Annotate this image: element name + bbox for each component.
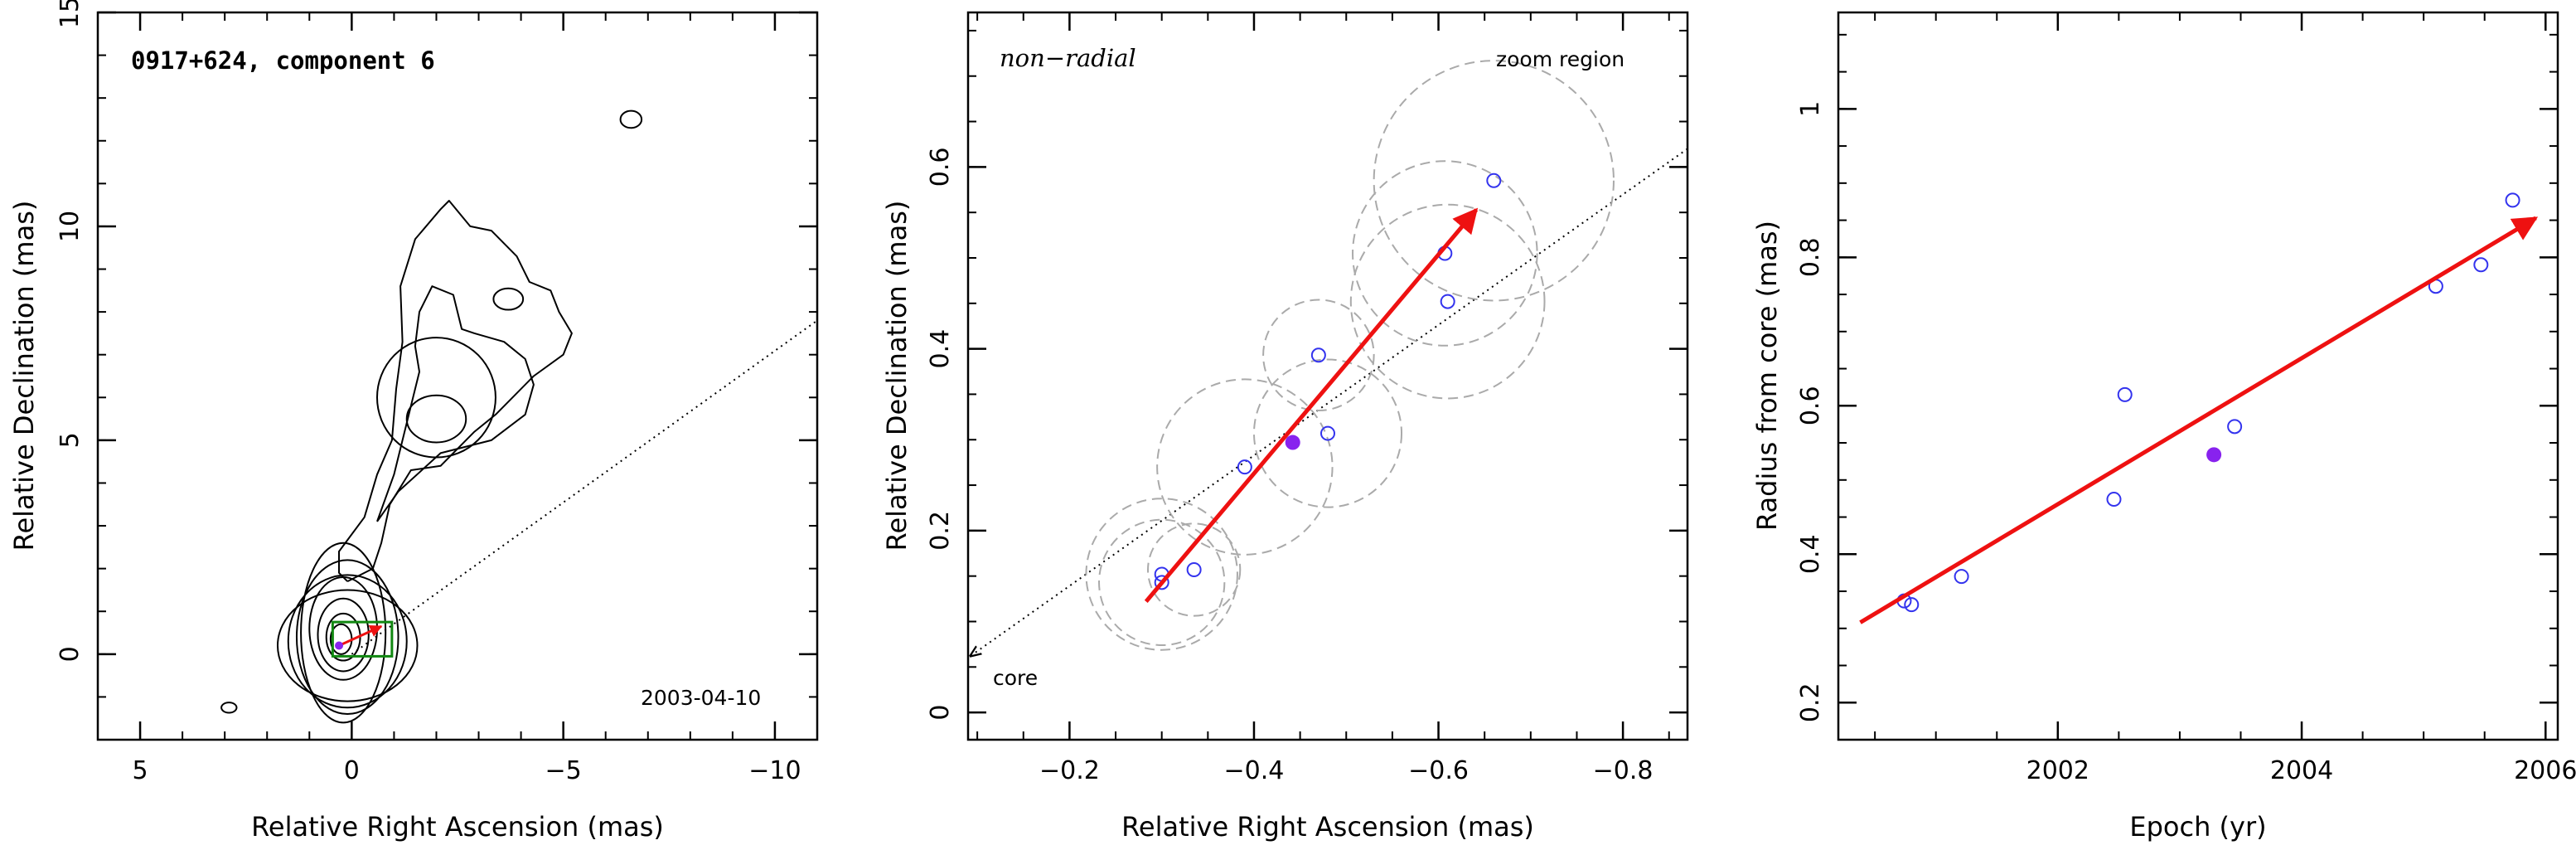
y-tick-label: 5 xyxy=(56,432,85,448)
y-tick-label: 1 xyxy=(1796,101,1825,117)
p3-arrow xyxy=(1859,216,2539,624)
y-tick-label: 0.2 xyxy=(926,511,955,551)
p2-dotted-line-path xyxy=(971,148,1688,656)
y-tick-label: 0.6 xyxy=(926,148,955,187)
x-tick-label: 5 xyxy=(133,756,148,785)
p1-core-point xyxy=(335,641,344,650)
data-point xyxy=(1320,425,1335,441)
panel-radius-vs-epoch: 2002 2004 2006 0.2 0.4 0.6 0.8 1 Epoch (yr) Rad… xyxy=(1751,11,2576,843)
p2-core-label: core xyxy=(993,666,1038,690)
highlight-point xyxy=(2206,447,2222,463)
data-point xyxy=(1154,575,1169,590)
uncertainty-circle xyxy=(1156,378,1334,556)
y-tick-label: 0 xyxy=(56,646,85,662)
zoom-box xyxy=(331,620,394,658)
uncertainty-circle xyxy=(1085,498,1238,651)
y-tick-label: 0.2 xyxy=(1796,682,1825,722)
p1-overlays xyxy=(331,319,818,658)
p3-frame xyxy=(1837,11,2559,741)
uncertainty-circle xyxy=(1262,299,1375,412)
p2-annotation: non−radial xyxy=(1000,44,1136,72)
y-tick-label: 10 xyxy=(56,211,85,242)
p2-frame xyxy=(966,11,1689,741)
y-tick-label: 0.4 xyxy=(1796,534,1825,574)
p3-ylabel: Radius from core (mas) xyxy=(1751,221,1783,531)
y-tick-label: 0.6 xyxy=(1796,386,1825,425)
p3-xlabel: Epoch (yr) xyxy=(2129,811,2266,843)
uncertainty-circle xyxy=(1252,358,1403,508)
p1-tick-labels: 5 0 −5 −10 0 5 10 15 xyxy=(56,0,801,785)
data-point xyxy=(1904,597,1920,613)
data-point xyxy=(1186,562,1202,578)
y-tick-label: 0 xyxy=(926,705,955,721)
trend-arrow xyxy=(1144,207,1479,603)
contour-outer xyxy=(376,285,535,522)
p2-circles xyxy=(1085,60,1615,651)
data-point xyxy=(2227,419,2243,435)
data-point xyxy=(1954,569,1969,585)
p1-title: 0917+624, component 6 xyxy=(131,46,435,75)
data-point xyxy=(1237,459,1252,475)
x-tick-label: 2004 xyxy=(2270,756,2333,785)
data-point xyxy=(1440,294,1455,309)
y-tick-label: 0.4 xyxy=(926,329,955,369)
data-point xyxy=(2473,257,2489,273)
p1-date-label: 2003-04-10 xyxy=(641,686,761,710)
uncertainty-circle xyxy=(1147,522,1242,617)
p2-ylabel: Relative Declination (mas) xyxy=(881,201,913,551)
trend-arrow xyxy=(1859,216,2539,624)
p2-xlabel: Relative Right Ascension (mas) xyxy=(1121,811,1534,843)
x-tick-label: −10 xyxy=(748,756,801,785)
p2-dotted-line xyxy=(971,148,1688,656)
highlight-point xyxy=(1285,435,1300,450)
contour-level xyxy=(308,576,378,681)
p1-contours xyxy=(220,109,643,724)
p3-points xyxy=(1896,192,2520,613)
data-point xyxy=(1310,347,1326,363)
data-point xyxy=(2505,192,2520,208)
contour-level xyxy=(300,542,387,724)
panel-contour-map: 5 0 −5 −10 0 5 10 15 0917+624, component 6 2003… xyxy=(8,0,819,843)
p1-frame xyxy=(96,11,819,741)
contour-level xyxy=(295,559,399,716)
x-tick-label: 0 xyxy=(344,756,360,785)
p1-xlabel: Relative Right Ascension (mas) xyxy=(251,811,664,843)
x-tick-label: −0.2 xyxy=(1039,756,1100,785)
y-tick-label: 15 xyxy=(56,0,85,28)
uncertainty-circle xyxy=(1373,60,1615,302)
p2-zoom-label: zoom region xyxy=(1496,47,1625,71)
data-point xyxy=(2117,386,2133,402)
p3-ticks xyxy=(1838,12,2558,741)
contour-level xyxy=(492,287,525,311)
contour-outer xyxy=(338,200,573,582)
uncertainty-circle xyxy=(1352,160,1538,347)
contour-level xyxy=(220,702,238,714)
y-tick-label: 0.8 xyxy=(1796,237,1825,277)
p1-dotted-line xyxy=(351,319,818,655)
contour-level xyxy=(619,109,643,129)
p1-ticks xyxy=(97,11,818,741)
p2-points xyxy=(1154,172,1502,590)
contour-level xyxy=(405,394,467,444)
p3-tick-labels: 2002 2004 2006 0.2 0.4 0.6 0.8 1 xyxy=(1796,101,2576,785)
x-tick-label: −0.4 xyxy=(1224,756,1285,785)
panel-zoom-region: −0.2 −0.4 −0.6 −0.8 0 0.2 0.4 0.6 non−radial zo… xyxy=(881,11,1689,843)
data-point xyxy=(1486,172,1502,188)
contour-level xyxy=(287,574,408,709)
p2-tick-labels: −0.2 −0.4 −0.6 −0.8 0 0.2 0.4 0.6 xyxy=(926,148,1654,785)
p2-ticks xyxy=(968,12,1687,740)
x-tick-label: −5 xyxy=(545,756,582,785)
x-tick-label: −0.8 xyxy=(1593,756,1654,785)
p1-mini-arrow xyxy=(338,624,383,647)
uncertainty-circle xyxy=(1349,203,1546,400)
contour-level xyxy=(277,589,419,702)
x-tick-label: 2002 xyxy=(2026,756,2089,785)
data-point xyxy=(2106,492,2122,508)
uncertainty-circle xyxy=(1098,518,1226,647)
x-tick-label: −0.6 xyxy=(1408,756,1469,785)
x-tick-label: 2006 xyxy=(2514,756,2576,785)
p1-ylabel: Relative Declination (mas) xyxy=(8,201,40,551)
p2-arrow xyxy=(1144,207,1479,603)
